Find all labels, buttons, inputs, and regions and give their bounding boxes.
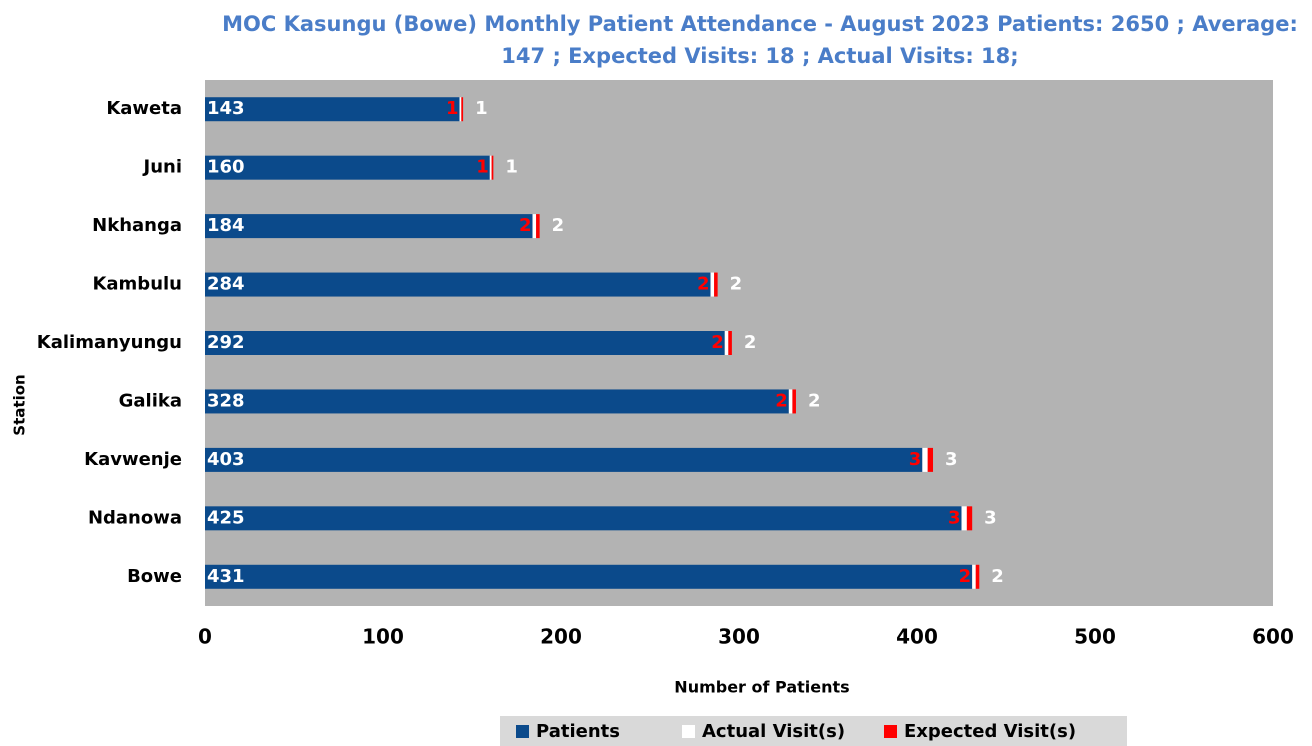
bar-segment xyxy=(966,506,973,531)
y-axis-title: Station xyxy=(11,374,29,435)
bar-segment xyxy=(205,447,923,472)
bar-segment xyxy=(792,389,796,414)
data-label: 184 xyxy=(207,215,245,236)
data-label: 403 xyxy=(207,449,245,470)
bar-segment xyxy=(710,272,715,297)
bar-segment xyxy=(461,97,464,122)
data-label: 2 xyxy=(730,274,743,295)
bar-segment xyxy=(205,331,725,355)
bar-segment xyxy=(205,97,460,122)
bar-segment xyxy=(788,389,793,414)
y-tick-label: Kavwenje xyxy=(84,449,182,470)
y-tick-label: Kaweta xyxy=(106,98,182,119)
x-axis-title: Number of Patients xyxy=(674,678,849,697)
data-label: 1 xyxy=(446,98,459,119)
bar-segment xyxy=(491,155,494,180)
data-label: 1 xyxy=(505,157,518,178)
legend-label: Actual Visit(s) xyxy=(702,721,845,742)
data-label: 2 xyxy=(552,215,565,236)
bar-segment xyxy=(489,155,492,180)
bar-segment xyxy=(459,97,462,122)
data-label: 3 xyxy=(948,507,961,528)
data-label: 2 xyxy=(697,274,710,295)
chart-title: MOC Kasungu (Bowe) Monthly Patient Atten… xyxy=(222,12,1298,68)
data-label: 143 xyxy=(207,98,245,119)
y-tick-label: Juni xyxy=(142,157,183,178)
data-label: 2 xyxy=(808,390,821,411)
legend-label: Patients xyxy=(536,721,620,742)
legend-swatch xyxy=(884,725,897,738)
legend-box xyxy=(500,716,1127,746)
bar-segment xyxy=(724,331,729,355)
data-label: 2 xyxy=(991,566,1004,587)
y-tick-label: Galika xyxy=(119,390,182,411)
y-tick-label: Nkhanga xyxy=(92,215,182,236)
y-tick-label: Kambulu xyxy=(92,274,182,295)
data-label: 425 xyxy=(207,507,245,528)
data-label: 284 xyxy=(207,274,245,295)
data-label: 3 xyxy=(984,507,997,528)
data-label: 3 xyxy=(945,449,958,470)
data-label: 2 xyxy=(744,332,757,353)
bar-segment xyxy=(927,447,934,472)
x-tick-label: 400 xyxy=(896,625,938,649)
bar-segment xyxy=(205,214,533,239)
bar-segment xyxy=(972,564,976,589)
bar-segment xyxy=(961,506,967,531)
legend-swatch xyxy=(516,725,529,738)
bar-segment xyxy=(205,506,962,531)
data-label: 1 xyxy=(475,98,488,119)
data-label: 2 xyxy=(775,390,788,411)
legend-swatch xyxy=(682,725,695,738)
bar-segment xyxy=(532,214,537,239)
bar-segment xyxy=(205,272,711,297)
x-tick-label: 0 xyxy=(198,625,212,649)
data-label: 160 xyxy=(207,157,245,178)
data-label: 3 xyxy=(909,449,922,470)
y-tick-label: Bowe xyxy=(127,566,182,587)
x-tick-label: 100 xyxy=(362,625,404,649)
bar-segment xyxy=(922,447,928,472)
bar-segment xyxy=(536,214,540,239)
data-label: 2 xyxy=(519,215,532,236)
bar-segment xyxy=(728,331,732,355)
bar-segment xyxy=(975,564,980,589)
bar-segment xyxy=(205,564,973,589)
x-tick-label: 600 xyxy=(1252,625,1294,649)
bar-segment xyxy=(205,155,490,180)
data-label: 431 xyxy=(207,566,245,587)
x-tick-label: 300 xyxy=(718,625,760,649)
data-label: 292 xyxy=(207,332,245,353)
data-label: 2 xyxy=(711,332,724,353)
data-label: 2 xyxy=(959,566,972,587)
data-label: 328 xyxy=(207,390,245,411)
x-tick-label: 500 xyxy=(1074,625,1116,649)
y-tick-label: Ndanowa xyxy=(88,507,182,528)
bar-segment xyxy=(205,389,789,414)
y-tick-label: Kalimanyungu xyxy=(37,332,182,353)
x-tick-label: 200 xyxy=(540,625,582,649)
bar-segment xyxy=(714,272,718,297)
legend-label: Expected Visit(s) xyxy=(904,721,1076,742)
data-label: 1 xyxy=(476,157,489,178)
